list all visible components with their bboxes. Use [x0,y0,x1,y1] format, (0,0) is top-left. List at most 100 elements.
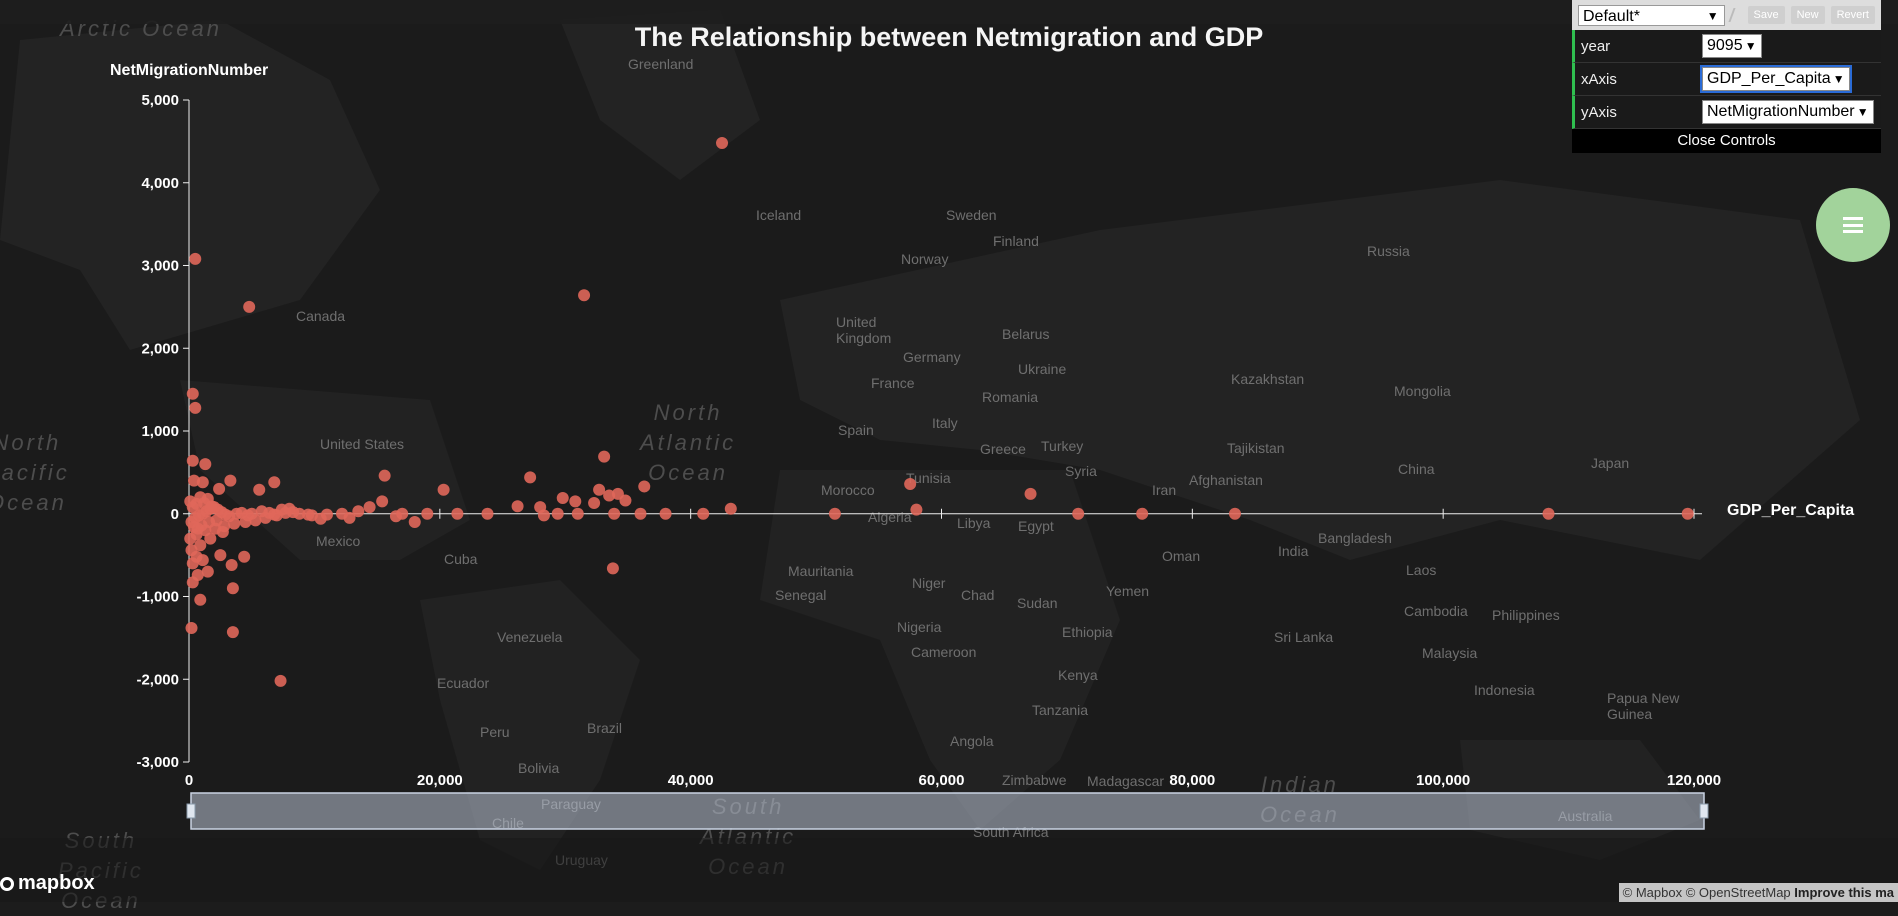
data-point [724,502,737,515]
data-point [201,565,214,578]
map-label: Mexico [316,533,361,549]
data-point [194,593,207,606]
map-label: Egypt [1018,518,1054,534]
map-label: Sudan [1017,595,1058,611]
chart-title: The Relationship between Netmigration an… [634,22,1264,52]
map-label: Kazakhstan [1231,371,1305,387]
edit-icon[interactable] [1728,8,1745,22]
data-point [716,137,729,150]
data-point [293,507,306,520]
map-label: Yemen [1106,583,1150,599]
map-label: Finland [993,233,1039,249]
map-label: Ukraine [1018,361,1067,377]
map-bottom-band [0,838,1898,902]
map-label: Bangladesh [1318,530,1392,546]
range-slider[interactable] [190,792,1705,830]
year-select-value: 9095 [1707,37,1743,54]
data-point [537,509,550,522]
data-point [210,514,223,527]
data-point [481,507,494,520]
data-point [1136,507,1149,520]
data-point [659,507,672,520]
yaxis-select-value: NetMigrationNumber [1707,103,1855,120]
data-point [186,454,199,467]
data-point [638,480,651,493]
map-label: Ecuador [437,675,490,691]
x-tick-label: 120,000 [1667,772,1721,789]
data-point [186,387,199,400]
controls-panel: Default* ▼ Save New Revert year 9095 ▼ x… [1572,0,1881,153]
map-label: China [1398,461,1435,477]
map-label: Sri Lanka [1274,629,1334,645]
data-point [194,539,207,552]
year-select[interactable]: 9095 ▼ [1702,34,1762,58]
map-label: United States [320,436,405,452]
xaxis-select[interactable]: GDP_Per_Capita ▼ [1700,65,1852,93]
x-tick-label: 80,000 [1169,772,1215,789]
range-slider-left-handle[interactable] [186,803,196,819]
data-point [1024,487,1037,500]
map-label: India [1278,543,1309,559]
map-label: Norway [901,251,949,267]
y-tick-label: 2,000 [141,340,179,357]
map-label: Turkey [1041,438,1084,454]
data-point [226,582,239,595]
preset-select-value: Default* [1583,7,1640,25]
map-label: Tajikistan [1227,440,1285,456]
revert-button[interactable]: Revert [1830,6,1875,24]
improve-map-link[interactable]: Improve this ma [1794,885,1894,900]
data-point [253,483,266,496]
map-attribution: © Mapbox © OpenStreetMap Improve this ma [1618,883,1898,902]
map-label: Philippines [1492,607,1560,623]
control-row-year: year 9095 ▼ [1572,30,1881,63]
data-point [305,509,318,522]
data-point [697,507,710,520]
control-label-yaxis: yAxis [1581,103,1617,121]
y-tick-label: 1,000 [141,423,179,440]
data-point [593,483,606,496]
map-label: Ethiopia [1062,624,1113,640]
map-label: Iran [1152,482,1177,498]
x-tick-label: 0 [185,772,193,789]
presets-bar: Default* ▼ Save New Revert [1572,0,1881,30]
attribution-text[interactable]: © Mapbox © OpenStreetMap [1622,885,1791,900]
data-point [569,495,582,508]
map-label: Afghanistan [1189,472,1263,488]
x-tick-label: 40,000 [668,772,714,789]
y-axis-label: NetMigrationNumber [110,62,269,79]
data-point [904,477,917,490]
map-label: Germany [903,349,961,365]
preset-select[interactable]: Default* ▼ [1578,4,1725,26]
data-point [389,510,402,523]
close-controls-button[interactable]: Close Controls [1572,129,1881,153]
data-point [363,501,376,514]
map-label: Cambodia [1404,603,1468,619]
map-label: North Atlantic Ocean [640,400,737,485]
data-point [352,505,365,518]
map-label: Tunisia [906,470,951,486]
data-point [283,502,296,515]
mapbox-logo[interactable]: mapbox [0,872,95,895]
map-label: Bolivia [518,760,560,776]
save-button[interactable]: Save [1747,6,1785,24]
data-point [1681,507,1694,520]
menu-button[interactable] [1816,188,1890,262]
xaxis-select-value: GDP_Per_Capita [1707,70,1831,87]
data-point [214,549,227,562]
data-point [213,482,226,495]
map-label: Cuba [444,551,478,567]
yaxis-select[interactable]: NetMigrationNumber ▼ [1702,100,1874,124]
data-point [910,503,923,516]
data-point [191,568,204,581]
map-label: Romania [982,389,1039,405]
control-row-yaxis: yAxis NetMigrationNumber ▼ [1572,96,1881,129]
data-point [437,483,450,496]
map-label: Canada [296,308,346,324]
data-point [274,674,287,687]
map-label: Russia [1367,243,1410,259]
new-button[interactable]: New [1790,6,1825,24]
data-point [185,621,198,634]
mapbox-logo-text: mapbox [18,872,95,894]
range-slider-right-handle[interactable] [1699,803,1709,819]
